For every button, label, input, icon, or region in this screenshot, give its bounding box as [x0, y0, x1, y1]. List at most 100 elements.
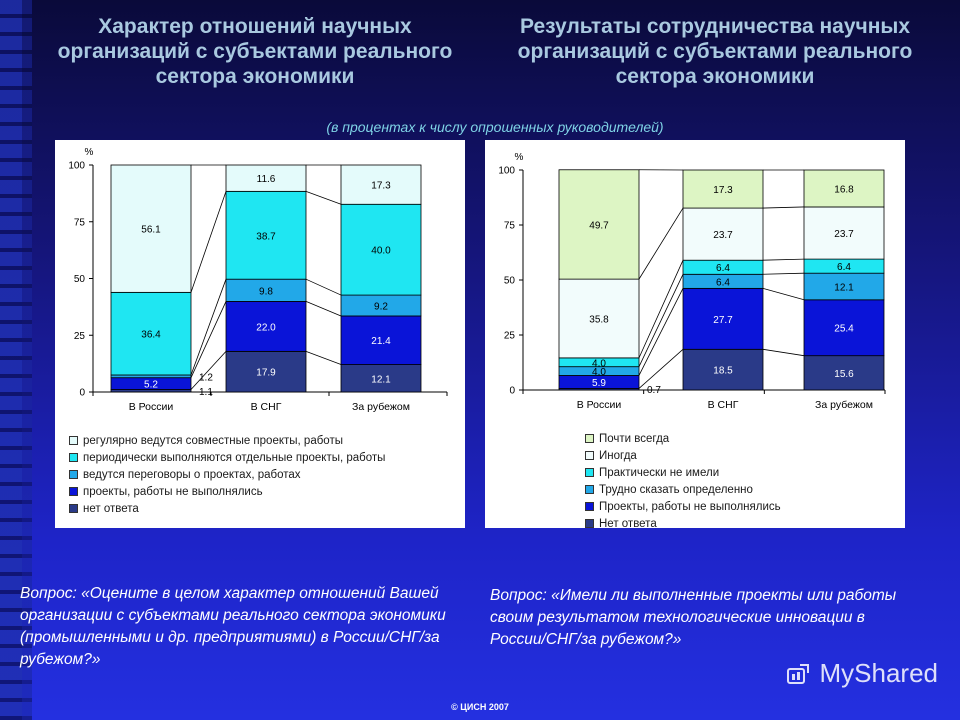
- series-connector-line: [762, 258, 805, 261]
- bar-segment: [803, 299, 885, 357]
- left-chart-panel: % 0 25 50 75 100 1.1 5.2 1.2 36.4 56.1 17.9 22.0 9.8 3…: [55, 140, 465, 440]
- legend-swatch: [69, 487, 78, 496]
- left-stacked-bar-chart: % 0 25 50 75 100 1.1 5.2 1.2 36.4 56.1 17.9 22.0 9.8 3…: [68, 147, 448, 413]
- y-tick-label: 25: [74, 331, 86, 342]
- data-label: 23.7: [834, 229, 854, 240]
- right-title: Результаты сотрудничества научных органи…: [517, 15, 913, 88]
- y-tick-label: 25: [504, 331, 516, 342]
- legend-label: Нет ответа: [599, 517, 657, 530]
- bar-segment: [682, 287, 764, 350]
- copyright-footer: © ЦИСН 2007: [451, 702, 509, 712]
- legend-swatch: [69, 453, 78, 462]
- bar-segment: [225, 301, 307, 352]
- legend-label: Трудно сказать определенно: [599, 483, 753, 496]
- series-connector-line: [305, 350, 342, 365]
- legend-item: Практически не имели: [585, 464, 905, 481]
- data-label: 40.0: [371, 246, 391, 257]
- bar-segment: [225, 350, 307, 393]
- series-connector-line: [762, 272, 805, 275]
- right-question-text: «Имели ли выполненные проекты или работы…: [490, 587, 897, 648]
- left-question-label: Вопрос:: [20, 585, 77, 602]
- x-category-label: За рубежом: [815, 399, 873, 411]
- bar-segment: [110, 291, 192, 376]
- series-connector-line: [638, 274, 684, 367]
- series-connector-line: [305, 278, 342, 296]
- bar-segment: [682, 207, 764, 261]
- left-question: Вопрос: «Оцените в целом характер отноше…: [20, 583, 480, 671]
- legend-swatch: [69, 504, 78, 513]
- y-axis-unit-label: %: [85, 147, 94, 158]
- legend-label: Практически не имели: [599, 466, 720, 479]
- data-label: 6.4: [716, 263, 730, 274]
- myshared-logo-icon: [786, 661, 812, 687]
- legend-swatch: [585, 485, 594, 494]
- series-connector-line: [762, 348, 805, 357]
- bar-segment: [110, 374, 192, 379]
- data-label: 9.8: [259, 286, 273, 297]
- left-title: Характер отношений научных организаций с…: [57, 15, 453, 88]
- data-label: 4.0: [592, 358, 606, 369]
- x-category-label: В России: [129, 401, 174, 413]
- right-legend: Почти всегда Иногда Практически не имели Тр…: [485, 428, 905, 530]
- bar-segment: [110, 164, 192, 293]
- legend-item: Нет ответа: [585, 515, 905, 532]
- y-tick-label: 75: [504, 221, 516, 232]
- series-connector-line: [762, 287, 805, 301]
- legend-item: регулярно ведутся совместные проекты, ра…: [69, 432, 465, 449]
- data-label: 17.3: [713, 185, 733, 196]
- bar-segment: [558, 278, 640, 359]
- data-label: 27.7: [713, 315, 733, 326]
- decorative-side-strip-inner: [22, 0, 32, 720]
- data-label: 4.0: [592, 367, 606, 378]
- legend-label: Почти всегда: [599, 432, 670, 445]
- data-label: 11.6: [257, 174, 276, 185]
- data-label: 17.9: [256, 368, 276, 379]
- data-label: 23.7: [713, 230, 733, 241]
- y-axis-unit-label: %: [515, 152, 524, 163]
- legend-item: ведутся переговоры о проектах, работах: [69, 466, 465, 483]
- bar-segment: [340, 364, 422, 393]
- watermark-text: MyShared: [819, 658, 939, 688]
- bar-segment: [340, 203, 422, 296]
- data-label: 25.4: [834, 324, 854, 335]
- bar-segment: [803, 169, 885, 208]
- legend-swatch: [69, 436, 78, 445]
- decorative-side-strip: [0, 0, 22, 720]
- data-label: 36.4: [141, 330, 161, 341]
- bar-segment: [225, 164, 307, 192]
- series-connector-line: [190, 191, 227, 293]
- legend-swatch: [69, 470, 78, 479]
- legend-label: проекты, работы не выполнялись: [83, 485, 263, 498]
- data-label: 5.2: [144, 380, 158, 391]
- series-connector-line: [190, 301, 227, 378]
- data-label: 5.9: [592, 378, 606, 389]
- legend-label: Иногда: [599, 449, 637, 462]
- bar-segment: [682, 348, 764, 391]
- left-question-text: «Оцените в целом характер отношений Ваше…: [20, 585, 446, 668]
- series-connector-line: [190, 279, 227, 376]
- legend-label: периодически выполняются отдельные проек…: [83, 451, 386, 464]
- data-label: 0.7: [647, 385, 661, 396]
- series-connector-line: [638, 260, 684, 359]
- right-stacked-bar-chart: %02550751000.75.94.04.035.849.718.527.76…: [498, 152, 886, 411]
- x-category-label: В СНГ: [708, 399, 739, 411]
- legend-swatch: [585, 451, 594, 460]
- data-label: 12.1: [371, 374, 391, 385]
- data-label: 17.3: [371, 181, 391, 192]
- legend-label: Проекты, работы не выполнялись: [599, 500, 781, 513]
- right-chart-panel: % 0 25 50 75 100 0.7 5.9 4.0 4.0 35.8 49.7 18.5 27.7 6…: [485, 140, 905, 440]
- y-tick-label: 0: [509, 386, 515, 397]
- legend-item: Трудно сказать определенно: [585, 481, 905, 498]
- right-question: Вопрос: «Имели ли выполненные проекты ил…: [490, 585, 920, 651]
- legend-swatch: [585, 434, 594, 443]
- legend-swatch: [585, 502, 594, 511]
- legend-item: нет ответа: [69, 500, 465, 517]
- y-tick-label: 0: [79, 388, 85, 399]
- legend-label: ведутся переговоры о проектах, работах: [83, 468, 301, 481]
- bar-segment: [803, 355, 885, 391]
- bar-segment: [340, 315, 422, 365]
- bar-segment: [803, 272, 885, 301]
- x-category-label: В СНГ: [251, 401, 282, 413]
- chart-subtitle: (в процентах к числу опрошенных руководи…: [326, 119, 664, 135]
- data-label: 12.1: [834, 282, 854, 293]
